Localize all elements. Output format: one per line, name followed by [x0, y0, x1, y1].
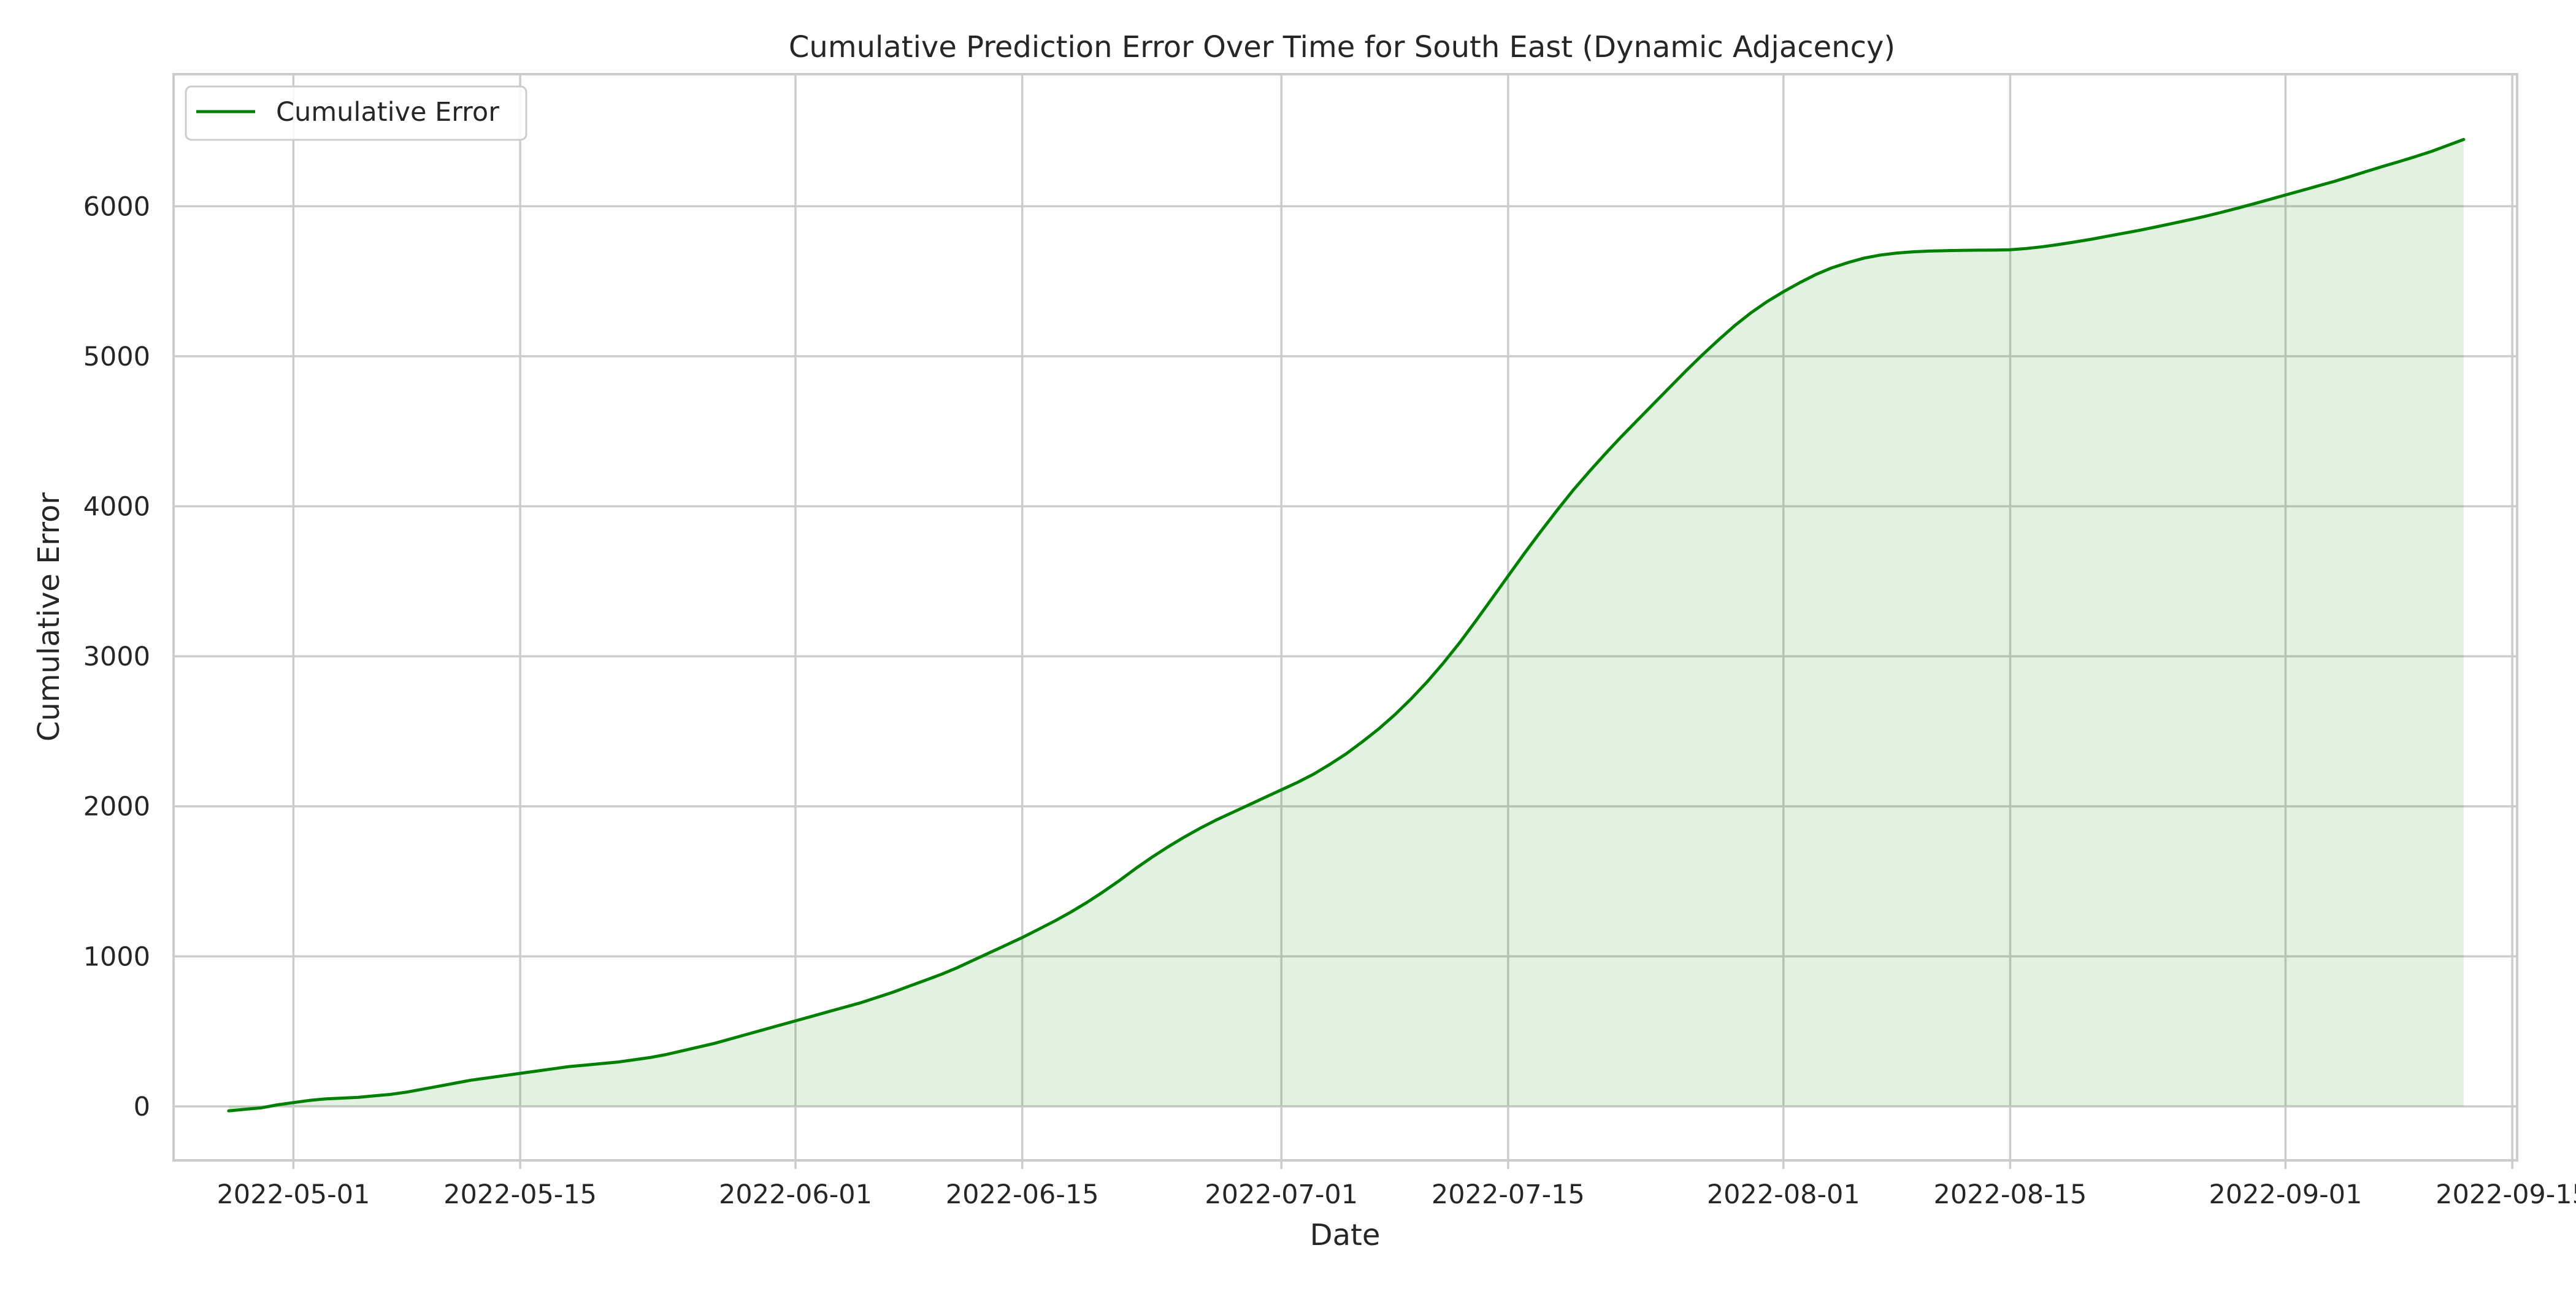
x-tick-label: 2022-06-15: [946, 1179, 1099, 1210]
x-tick-label: 2022-08-01: [1707, 1179, 1860, 1210]
x-tick-label: 2022-09-01: [2209, 1179, 2362, 1210]
chart-title: Cumulative Prediction Error Over Time fo…: [789, 30, 1895, 64]
y-gridlines: [174, 205, 2517, 1108]
y-tick-label: 3000: [83, 642, 150, 672]
y-tick-label: 1000: [83, 941, 150, 972]
x-tick-label: 2022-05-01: [217, 1179, 370, 1210]
y-tick-label: 6000: [83, 191, 150, 222]
y-axis-label: Cumulative Error: [32, 492, 66, 741]
x-tick-label: 2022-07-01: [1205, 1179, 1358, 1210]
x-tick-label: 2022-05-15: [443, 1179, 597, 1210]
x-tick-label: 2022-09-15: [2436, 1179, 2576, 1210]
y-tick-label: 0: [134, 1092, 150, 1122]
cumulative-error-line: [227, 137, 2466, 1113]
x-axis-ticks: 2022-05-01 2022-05-15 2022-06-01 2022-06-15…: [217, 1160, 2576, 1210]
x-tick-label: 2022-08-15: [1934, 1179, 2087, 1210]
x-tick-label: 2022-07-15: [1432, 1179, 1585, 1210]
legend-label: Cumulative Error: [276, 97, 499, 128]
y-axis-ticks: 0 1000 2000 3000 4000 5000 6000: [83, 191, 150, 1122]
legend-box: [185, 85, 527, 141]
y-tick-label: 5000: [83, 342, 150, 372]
plot-frame: [172, 73, 2518, 1162]
x-tick-label: 2022-06-01: [719, 1179, 872, 1210]
x-axis-label: Date: [1310, 1218, 1381, 1252]
y-tick-label: 2000: [83, 792, 150, 822]
x-gridlines: [292, 74, 2513, 1160]
legend: Cumulative Error: [185, 85, 527, 141]
cumulative-error-area: [228, 139, 2464, 1111]
y-tick-label: 4000: [83, 491, 150, 522]
